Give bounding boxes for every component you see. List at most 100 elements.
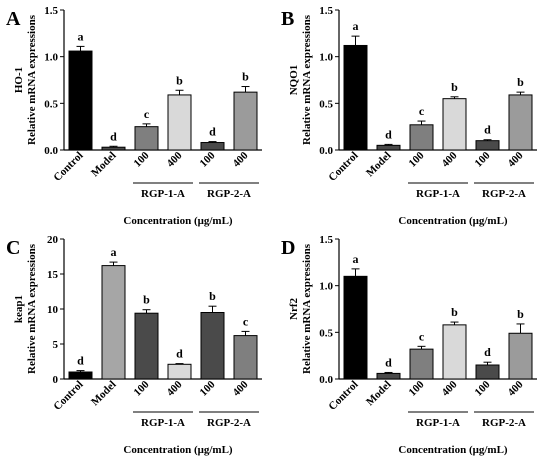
significance-letter: a xyxy=(353,19,359,33)
y-tick-label: 1.0 xyxy=(319,281,333,293)
y-tick-label: 0.0 xyxy=(44,145,58,157)
bar xyxy=(233,91,258,151)
y-tick-label: 10 xyxy=(47,304,59,316)
panel-b-chart: B NQO1 Relative mRNA expressions 0.0 0.5 1.0 1… xyxy=(281,5,537,227)
significance-letter: a xyxy=(353,252,359,266)
significance-letter: b xyxy=(517,75,524,89)
significance-letter: c xyxy=(144,107,150,121)
x-tick-label: Model xyxy=(364,150,394,180)
significance-letter: b xyxy=(176,73,183,87)
group-label: RGP-2-A xyxy=(207,188,251,200)
bar xyxy=(475,364,500,380)
significance-letter: d xyxy=(209,125,216,139)
x-tick-label: 100 xyxy=(197,149,218,170)
panel-d: D Nrf2 Relative mRNA expressions 0.0 0.5 1.0 1… xyxy=(275,229,550,458)
bar xyxy=(134,312,159,380)
significance-letter: c xyxy=(243,314,249,328)
significance-letter: c xyxy=(419,329,425,343)
y-tick-label: 0.5 xyxy=(319,327,333,339)
x-axis-label: Concentration (μg/mL) xyxy=(398,444,508,456)
bar xyxy=(101,146,126,151)
significance-letter: b xyxy=(209,289,216,303)
y-tick-label: 5 xyxy=(53,339,59,351)
group-label: RGP-2-A xyxy=(482,188,526,200)
x-tick-label: 100 xyxy=(131,378,152,399)
bar xyxy=(200,142,225,151)
bar xyxy=(343,44,368,151)
y-tick-label: 1.0 xyxy=(319,52,333,64)
panel-label: C xyxy=(6,237,20,259)
x-tick-label: Model xyxy=(89,379,119,409)
bar xyxy=(101,265,126,380)
bar xyxy=(200,312,225,380)
x-tick-label: Model xyxy=(364,379,394,409)
y-axis-label: Relative mRNA expressions xyxy=(301,14,313,145)
significance-letter: b xyxy=(242,70,249,84)
x-tick-label: 400 xyxy=(505,149,526,170)
x-tick-label: 100 xyxy=(472,149,493,170)
x-tick-label: 400 xyxy=(164,149,185,170)
significance-letter: d xyxy=(385,127,392,141)
y-axis-label: Relative mRNA expressions xyxy=(301,243,313,374)
y-axis-label: Relative mRNA expressions xyxy=(26,14,38,145)
x-tick-label: 400 xyxy=(505,378,526,399)
x-tick-label: 100 xyxy=(197,378,218,399)
bar xyxy=(134,126,159,151)
x-tick-label: 100 xyxy=(406,149,427,170)
panel-a: A HO-1 Relative mRNA expressions 0.0 0.5 1.0 1… xyxy=(0,0,275,229)
panel-label: A xyxy=(6,8,21,30)
significance-letter: d xyxy=(484,123,491,137)
panel-a-chart: A HO-1 Relative mRNA expressions 0.0 0.5 1.0 1… xyxy=(6,5,262,227)
y-tick-label: 1.0 xyxy=(44,52,58,64)
bar xyxy=(376,144,401,151)
significance-letter: d xyxy=(77,354,84,368)
y-axis-gene-label: keap1 xyxy=(13,295,25,323)
significance-letter: b xyxy=(143,293,150,307)
bar xyxy=(68,371,93,380)
significance-letter: b xyxy=(517,307,524,321)
bar xyxy=(233,335,258,380)
x-tick-label: Model xyxy=(89,150,119,180)
y-tick-label: 0.5 xyxy=(44,98,58,110)
x-axis-label: Concentration (μg/mL) xyxy=(123,215,233,227)
significance-letter: d xyxy=(385,355,392,369)
y-tick-label: 15 xyxy=(47,269,59,281)
group-label: RGP-1-A xyxy=(416,417,460,429)
x-tick-label: 400 xyxy=(230,149,251,170)
y-tick-label: 20 xyxy=(47,234,59,246)
panel-b: B NQO1 Relative mRNA expressions 0.0 0.5 1.0 1… xyxy=(275,0,550,229)
panel-label: B xyxy=(281,8,294,30)
group-label: RGP-1-A xyxy=(141,417,185,429)
x-tick-label: 100 xyxy=(406,378,427,399)
y-tick-label: 0.0 xyxy=(319,374,333,386)
x-tick-label: 400 xyxy=(164,378,185,399)
y-tick-label: 1.5 xyxy=(319,5,333,17)
significance-letter: d xyxy=(110,129,117,143)
bar xyxy=(475,140,500,151)
bar xyxy=(167,94,192,151)
significance-letter: b xyxy=(451,80,458,94)
panel-d-chart: D Nrf2 Relative mRNA expressions 0.0 0.5 1.0 1… xyxy=(281,234,537,456)
bar xyxy=(167,363,192,380)
bar xyxy=(68,50,93,151)
x-tick-label: 100 xyxy=(131,149,152,170)
panel-label: D xyxy=(281,237,295,259)
bar xyxy=(508,94,533,151)
y-axis-gene-label: NQO1 xyxy=(288,65,300,96)
bar xyxy=(409,124,434,151)
significance-letter: a xyxy=(78,29,84,43)
significance-letter: a xyxy=(111,245,117,259)
x-tick-label: 400 xyxy=(439,378,460,399)
group-label: RGP-2-A xyxy=(207,417,251,429)
bar xyxy=(343,275,368,380)
y-tick-label: 1.5 xyxy=(44,5,58,17)
group-label: RGP-2-A xyxy=(482,417,526,429)
significance-letter: c xyxy=(419,104,425,118)
x-tick-label: 100 xyxy=(472,378,493,399)
y-tick-label: 0.5 xyxy=(319,98,333,110)
y-axis-label: Relative mRNA expressions xyxy=(26,243,38,374)
y-axis-gene-label: HO-1 xyxy=(13,67,25,93)
y-axis-gene-label: Nrf2 xyxy=(288,298,300,320)
